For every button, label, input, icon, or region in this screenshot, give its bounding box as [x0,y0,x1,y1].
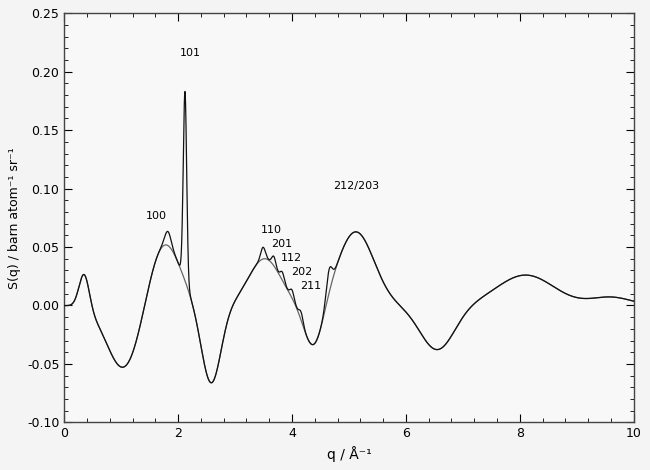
Text: 101: 101 [180,48,201,58]
Text: 112: 112 [281,253,302,263]
Text: 201: 201 [271,239,292,250]
X-axis label: q / Å⁻¹: q / Å⁻¹ [326,446,371,462]
Text: 212/203: 212/203 [333,181,379,191]
Text: 202: 202 [291,267,312,277]
Text: 110: 110 [261,225,281,235]
Text: 211: 211 [300,282,321,291]
Text: 100: 100 [146,212,167,221]
Y-axis label: S(q) / barn atom⁻¹ sr⁻¹: S(q) / barn atom⁻¹ sr⁻¹ [8,147,21,289]
